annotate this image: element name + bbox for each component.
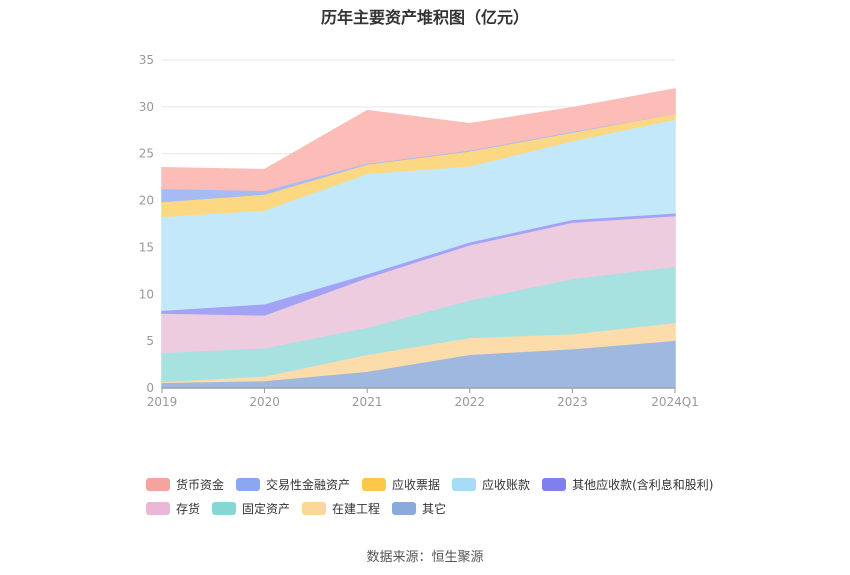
area-series [161,88,676,389]
legend: 货币资金 交易性金融资产 应收票据 应收账款 其他应收款(含利息和股利) 存货 固定资产 在… [146,472,746,520]
x-tick-label: 2021 [352,395,383,409]
legend-row-1: 货币资金 交易性金融资产 应收票据 应收账款 其他应收款(含利息和股利) [146,472,746,496]
legend-item[interactable]: 其他应收款(含利息和股利) [542,476,713,493]
y-tick-label: 35 [139,53,154,67]
legend-label: 存货 [176,501,201,516]
y-tick-label: 20 [139,194,154,208]
legend-item[interactable]: 货币资金 [146,476,224,493]
legend-row-2: 存货 固定资产 在建工程 其它 [146,496,746,520]
stacked-area-chart: 0 5 10 15 20 25 30 35 2019 2020 2021 2022 2023 2024Q1 [139,53,699,409]
x-tick-label: 2019 [147,395,178,409]
x-tick-label: 2020 [249,395,280,409]
y-tick-label: 10 [139,287,154,301]
legend-swatch [392,501,417,515]
chart-title: 历年主要资产堆积图（亿元） [320,8,529,27]
legend-item[interactable]: 存货 [146,500,200,517]
legend-swatch [236,477,261,491]
legend-item[interactable]: 应收票据 [362,476,440,493]
legend-item[interactable]: 在建工程 [302,500,380,517]
legend-label: 应收账款 [482,477,531,492]
legend-label: 其他应收款(含利息和股利) [572,477,714,492]
data-source: 数据来源：恒生聚源 [366,550,484,565]
area-series-8[interactable] [161,88,676,192]
y-tick-label: 30 [139,100,154,114]
legend-item[interactable]: 固定资产 [212,500,290,517]
legend-swatch [212,501,237,515]
legend-label: 其它 [422,501,447,516]
legend-label: 固定资产 [242,501,291,516]
x-tick-label: 2023 [557,395,588,409]
legend-label: 货币资金 [176,477,225,492]
legend-item[interactable]: 其它 [392,500,446,517]
x-tick-label: 2024Q1 [651,395,699,409]
legend-item[interactable]: 交易性金融资产 [236,476,350,493]
x-tick-label: 2022 [455,395,486,409]
legend-swatch [542,477,567,491]
legend-item[interactable]: 应收账款 [452,476,530,493]
legend-swatch [452,477,477,491]
legend-swatch [146,501,170,515]
legend-label: 在建工程 [332,501,381,516]
legend-swatch [146,477,170,491]
y-tick-label: 15 [139,240,154,254]
y-tick-label: 5 [146,334,154,348]
legend-label: 应收票据 [392,477,441,492]
y-tick-label: 25 [139,147,154,161]
legend-swatch [302,501,327,515]
y-tick-label: 0 [146,381,154,395]
axes: 0 5 10 15 20 25 30 35 2019 2020 2021 2022 2023 2024Q1 [139,53,699,409]
legend-label: 交易性金融资产 [266,477,351,492]
legend-swatch [362,477,387,491]
